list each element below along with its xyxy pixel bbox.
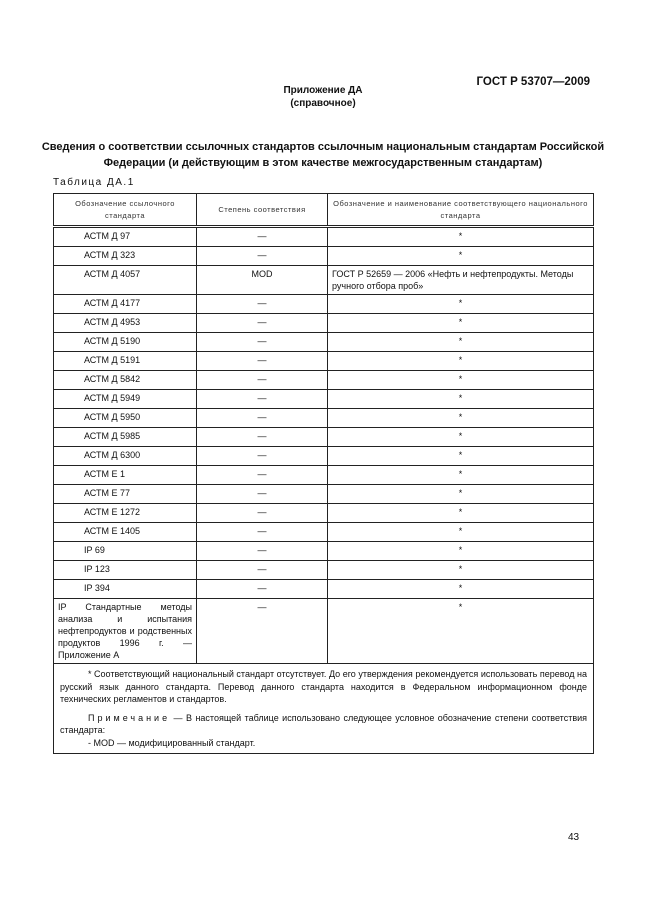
national-standard-cell: * (327, 522, 594, 542)
compliance-cell: — (196, 560, 328, 580)
national-standard-cell: * (327, 226, 594, 247)
table-label: Таблица ДА.1 (53, 177, 135, 188)
reference-standard-cell: АСТМ Е 1272 (53, 503, 197, 523)
national-standard-cell: * (327, 484, 594, 504)
footnote: * Соответствующий национальный стандарт … (60, 669, 587, 704)
national-standard-cell: * (327, 446, 594, 466)
national-standard-cell: * (327, 503, 594, 523)
annex-type: (справочное) (290, 98, 356, 109)
compliance-cell: MOD (196, 265, 328, 295)
national-standard-cell: ГОСТ Р 52659 — 2006 «Нефть и нефтепродук… (327, 265, 594, 295)
table-row: АСТМ Д 323— * (53, 246, 594, 266)
reference-standard-cell: АСТМ Е 1 (53, 465, 197, 485)
table-footnote-row: * Соответствующий национальный стандарт … (53, 663, 594, 754)
compliance-cell: — (196, 351, 328, 371)
reference-standard-cell: АСТМ Д 5842 (53, 370, 197, 390)
compliance-cell: — (196, 408, 328, 428)
reference-standard-cell: АСТМ Д 323 (53, 246, 197, 266)
table-row: АСТМ Д 4057 MOD ГОСТ Р 52659 — 2006 «Нефть… (53, 265, 594, 295)
reference-standard-cell: IP 394 (53, 579, 197, 599)
national-standard-cell: * (327, 246, 594, 266)
national-standard-cell: * (327, 370, 594, 390)
header-compliance-degree: Степень соответствия (196, 193, 328, 228)
compliance-cell: — (196, 598, 328, 664)
national-standard-cell: * (327, 560, 594, 580)
compliance-cell: — (196, 541, 328, 561)
compliance-cell: — (196, 370, 328, 390)
compliance-cell: — (196, 503, 328, 523)
header-national-standard: Обозначение и наименование соответствующ… (327, 193, 594, 228)
table-row: АСТМ Д 5985— * (53, 427, 594, 447)
table-row: IP Стандартные методы анализа и испытани… (53, 598, 594, 664)
note-item: - MOD — модифицированный стандарт. (88, 737, 256, 748)
reference-standard-cell: АСТМ Е 77 (53, 484, 197, 504)
national-standard-cell: * (327, 332, 594, 352)
compliance-cell: — (196, 389, 328, 409)
national-standard-cell: * (327, 427, 594, 447)
table-row: АСТМ Д 5949— * (53, 389, 594, 409)
reference-standard-cell: АСТМ Д 4953 (53, 313, 197, 333)
national-standard-cell: * (327, 294, 594, 314)
header-reference-standard: Обозначение ссылочного стандарта (53, 193, 197, 228)
table-row: АСТМ Д 5190— * (53, 332, 594, 352)
table-row: АСТМ Д 6300— * (53, 446, 594, 466)
national-standard-cell: * (327, 351, 594, 371)
reference-standard-cell: АСТМ Д 5985 (53, 427, 197, 447)
document-id: ГОСТ Р 53707—2009 (476, 76, 590, 88)
national-standard-cell: * (327, 541, 594, 561)
note: Примечание — В настоящей таблице использ… (60, 712, 587, 737)
reference-standard-cell: АСТМ Д 5950 (53, 408, 197, 428)
standards-table: Обозначение ссылочного стандарта Степень… (53, 193, 594, 754)
reference-standard-cell: IP Стандартные методы анализа и испытани… (53, 598, 197, 664)
table-header-row: Обозначение ссылочного стандарта Степень… (53, 193, 594, 228)
annex-title: Приложение ДА (283, 85, 363, 96)
note-label: Примечание (88, 712, 171, 723)
national-standard-cell: * (327, 465, 594, 485)
national-standard-cell: * (327, 389, 594, 409)
reference-standard-cell: АСТМ Д 97 (53, 226, 197, 247)
reference-standard-cell: IP 69 (53, 541, 197, 561)
reference-standard-cell: АСТМ Е 1405 (53, 522, 197, 542)
compliance-cell: — (196, 465, 328, 485)
compliance-cell: — (196, 246, 328, 266)
reference-standard-cell: АСТМ Д 4177 (53, 294, 197, 314)
table-row: АСТМ Е 77— * (53, 484, 594, 504)
national-standard-cell: * (327, 408, 594, 428)
table-row: АСТМ Д 5950— * (53, 408, 594, 428)
compliance-cell: — (196, 332, 328, 352)
compliance-cell: — (196, 313, 328, 333)
reference-standard-cell: IP 123 (53, 560, 197, 580)
compliance-cell: — (196, 294, 328, 314)
table-row: АСТМ Д 5191— * (53, 351, 594, 371)
reference-standard-cell: АСТМ Д 5191 (53, 351, 197, 371)
reference-standard-cell: АСТМ Д 4057 (53, 265, 197, 295)
section-title: Сведения о соответствии ссылочных станда… (41, 141, 605, 169)
compliance-cell: — (196, 484, 328, 504)
reference-standard-cell: АСТМ Д 5949 (53, 389, 197, 409)
note-text: — В настоящей таблице использовано следу… (60, 712, 587, 736)
national-standard-cell: * (327, 579, 594, 599)
table-row: IP 69— * (53, 541, 594, 561)
compliance-cell: — (196, 579, 328, 599)
table-row: АСТМ Е 1— * (53, 465, 594, 485)
table-row: IP 123— * (53, 560, 594, 580)
table-row: АСТМ Д 4177— * (53, 294, 594, 314)
table-row: АСТМ Д 5842— * (53, 370, 594, 390)
compliance-cell: — (196, 446, 328, 466)
reference-standard-cell: АСТМ Д 6300 (53, 446, 197, 466)
table-row: АСТМ Д 4953— * (53, 313, 594, 333)
table-row: АСТМ Е 1405— * (53, 522, 594, 542)
compliance-cell: — (196, 427, 328, 447)
compliance-cell: — (196, 226, 328, 247)
annex-heading: Приложение ДА (справочное) (0, 84, 646, 110)
table-row: АСТМ Е 1272— * (53, 503, 594, 523)
page-number: 43 (568, 832, 580, 843)
table-row: IP 394— * (53, 579, 594, 599)
reference-standard-cell: АСТМ Д 5190 (53, 332, 197, 352)
table-row: АСТМ Д 97— * (53, 226, 594, 247)
national-standard-cell: * (327, 313, 594, 333)
compliance-cell: — (196, 522, 328, 542)
national-standard-cell: * (327, 598, 594, 664)
